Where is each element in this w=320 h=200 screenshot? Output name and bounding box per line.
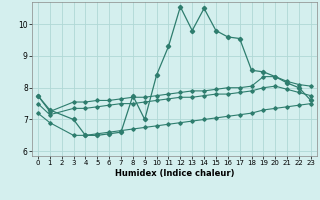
X-axis label: Humidex (Indice chaleur): Humidex (Indice chaleur) (115, 169, 234, 178)
